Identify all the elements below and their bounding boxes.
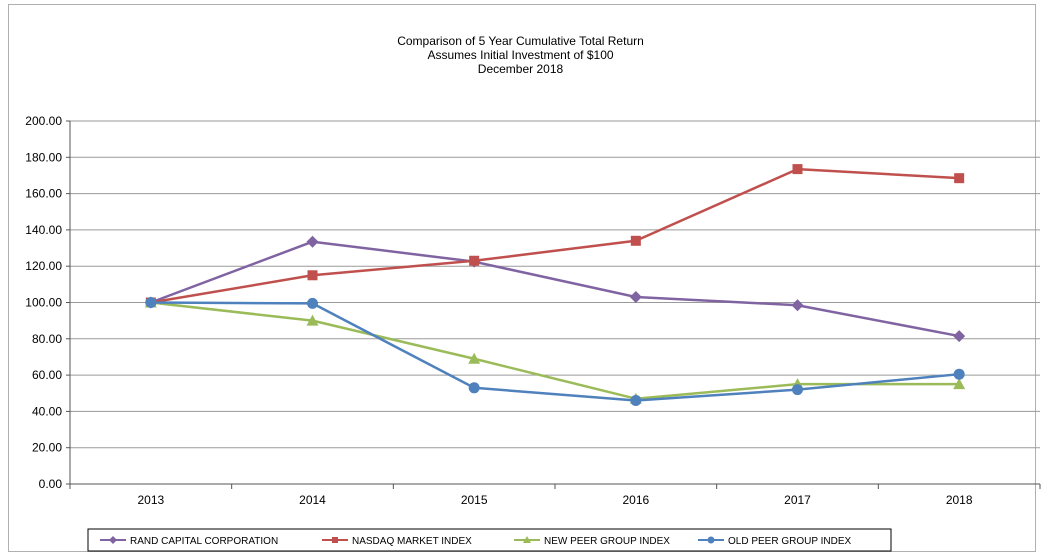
series-line — [150, 240, 960, 338]
data-point — [792, 384, 803, 396]
x-tick-label: 2013 — [137, 493, 164, 507]
x-tick-label: 2018 — [946, 493, 973, 507]
data-point — [953, 378, 966, 390]
data-point — [307, 297, 318, 309]
data-point — [630, 235, 641, 246]
chart-subtitle-date: December 2018 — [477, 62, 564, 76]
y-tick-label: 80.00 — [32, 332, 62, 346]
series-group — [144, 164, 966, 407]
legend-entry: OLD PEER GROUP INDEX — [698, 536, 852, 547]
legend: RAND CAPITAL CORPORATION NASDAQ MARKET IN… — [87, 528, 892, 552]
data-point — [468, 382, 480, 394]
data-point — [953, 330, 966, 343]
y-tick-label: 120.00 — [25, 259, 62, 273]
data-point — [630, 395, 642, 407]
data-point — [953, 368, 965, 380]
series-line — [150, 301, 960, 402]
data-point — [469, 255, 480, 266]
y-tick-label: 160.00 — [25, 187, 62, 201]
legend-marker — [109, 536, 117, 544]
data-point — [145, 297, 157, 308]
series-3 — [145, 297, 965, 407]
x-tick-label: 2014 — [299, 493, 326, 507]
data-point — [791, 299, 804, 312]
legend-marker — [707, 536, 715, 544]
y-tick-label: 200.00 — [25, 114, 62, 128]
y-tick-label: 20.00 — [32, 441, 62, 455]
chart-subtitle: Assumes Initial Investment of $100 — [427, 48, 614, 62]
axes — [66, 120, 1041, 489]
legend-entry: NEW PEER GROUP INDEX — [514, 536, 670, 547]
data-point — [306, 314, 319, 326]
chart-frame — [8, 4, 1036, 552]
data-point — [307, 270, 318, 281]
legend-box — [87, 528, 892, 552]
legend-entry: NASDAQ MARKET INDEX — [322, 536, 472, 547]
legend-entry: RAND CAPITAL CORPORATION — [100, 536, 278, 547]
x-tick-label: 2017 — [784, 493, 811, 507]
data-point — [629, 291, 642, 304]
chart-title-block: Comparison of 5 Year Cumulative Total Re… — [0, 34, 1041, 76]
y-tick-label: 0.00 — [39, 477, 63, 491]
legend-marker — [332, 537, 338, 543]
y-tick-label: 140.00 — [25, 223, 62, 237]
y-tick-label: 180.00 — [25, 150, 62, 164]
data-point — [306, 235, 319, 248]
series-1 — [145, 164, 965, 308]
data-point — [468, 352, 481, 364]
legend-label: RAND CAPITAL CORPORATION — [130, 536, 278, 547]
y-tick-labels: 0.00 20.00 40.00 60.00 80.00 100.00 120.00 140.… — [25, 114, 62, 491]
legend-label: OLD PEER GROUP INDEX — [728, 536, 852, 547]
series-line — [150, 301, 960, 400]
chart-title: Comparison of 5 Year Cumulative Total Re… — [397, 34, 644, 48]
data-point — [792, 164, 803, 175]
x-tick-label: 2015 — [461, 493, 488, 507]
legend-label: NEW PEER GROUP INDEX — [544, 536, 670, 547]
legend-label: NASDAQ MARKET INDEX — [352, 536, 472, 547]
legend-marker — [523, 536, 531, 543]
data-point — [954, 173, 965, 184]
x-tick-labels: 2013 2014 2015 2016 2017 2018 — [137, 493, 972, 507]
x-tick-label: 2016 — [622, 493, 649, 507]
y-tick-label: 40.00 — [32, 404, 62, 418]
y-tick-label: 60.00 — [32, 368, 62, 382]
y-tick-label: 100.00 — [25, 296, 62, 310]
series-line — [150, 167, 960, 304]
